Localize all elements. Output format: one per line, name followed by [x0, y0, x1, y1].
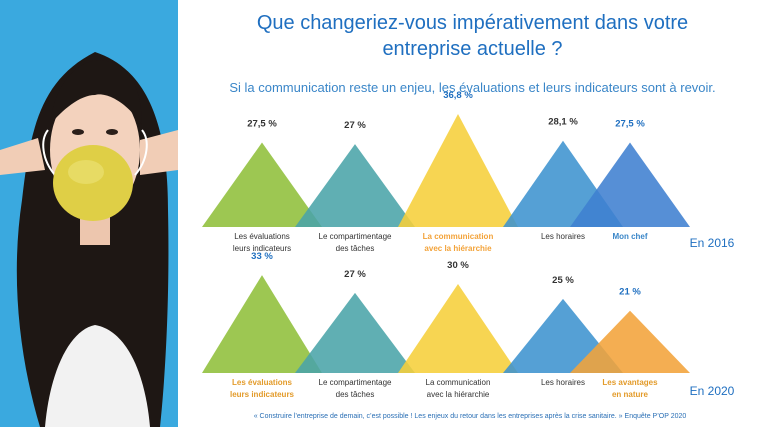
value-label-1-3: 25 % — [552, 275, 574, 286]
category-label-0-0-1: leurs indicateurs — [233, 244, 291, 253]
category-label-0-3-0: Les horaires — [541, 232, 585, 241]
category-label-1-0-1: leurs indicateurs — [230, 390, 295, 399]
category-label-1-2-0: La communication — [426, 378, 491, 387]
triangle-en-2016-1 — [295, 144, 415, 227]
category-label-1-4-0: Les avantages — [602, 378, 658, 387]
triangle-en-2016-2 — [398, 114, 518, 227]
value-label-1-2: 30 % — [447, 260, 469, 271]
value-label-1-1: 27 % — [344, 269, 366, 280]
triangle-en-2016-0 — [202, 142, 322, 227]
category-label-1-2-1: avec la hiérarchie — [427, 390, 490, 399]
category-label-1-3-0: Les horaires — [541, 378, 585, 387]
triangle-en-2020-2 — [398, 284, 518, 373]
value-label-0-0: 27,5 % — [247, 119, 277, 130]
category-label-0-4-0: Mon chef — [612, 232, 647, 241]
value-label-1-4: 21 % — [619, 287, 641, 298]
category-label-1-4-1: en nature — [612, 390, 649, 399]
year-label-0: En 2016 — [690, 236, 735, 250]
triangle-en-2016-4 — [570, 142, 690, 227]
title-line-2: entreprise actuelle ? — [382, 38, 563, 60]
category-label-0-2-0: La communication — [423, 232, 494, 241]
category-label-0-1-1: des tâches — [336, 244, 375, 253]
title-line-1: Que changeriez-vous impérativement dans … — [256, 12, 689, 34]
triangle-en-2020-0 — [202, 275, 322, 373]
value-label-0-4: 27,5 % — [615, 119, 645, 130]
value-label-0-2: 36,8 % — [443, 90, 473, 101]
value-label-0-1: 27 % — [344, 120, 366, 131]
page-subtitle: Si la communication reste un enjeu, les … — [229, 80, 716, 95]
woman-with-mask-photo — [0, 0, 178, 427]
value-label-1-0: 33 % — [251, 251, 273, 262]
category-label-0-1-0: Le compartimentage — [319, 232, 392, 241]
triangle-en-2020-1 — [295, 292, 415, 373]
value-label-0-3: 28,1 % — [548, 117, 578, 128]
category-label-1-0-0: Les évaluations — [232, 378, 293, 387]
category-label-1-1-1: des tâches — [336, 390, 375, 399]
year-label-1: En 2020 — [690, 384, 735, 398]
category-label-0-0-0: Les évaluations — [234, 232, 290, 241]
page-title: Que changeriez-vous impérativement dans … — [185, 10, 760, 62]
category-label-1-1-0: Le compartimentage — [319, 378, 392, 387]
triangle-en-2020-4 — [570, 310, 690, 373]
source-footer: « Construire l’entreprise de demain, c’e… — [253, 413, 687, 420]
category-label-0-2-1: avec la hiérarchie — [424, 244, 492, 253]
